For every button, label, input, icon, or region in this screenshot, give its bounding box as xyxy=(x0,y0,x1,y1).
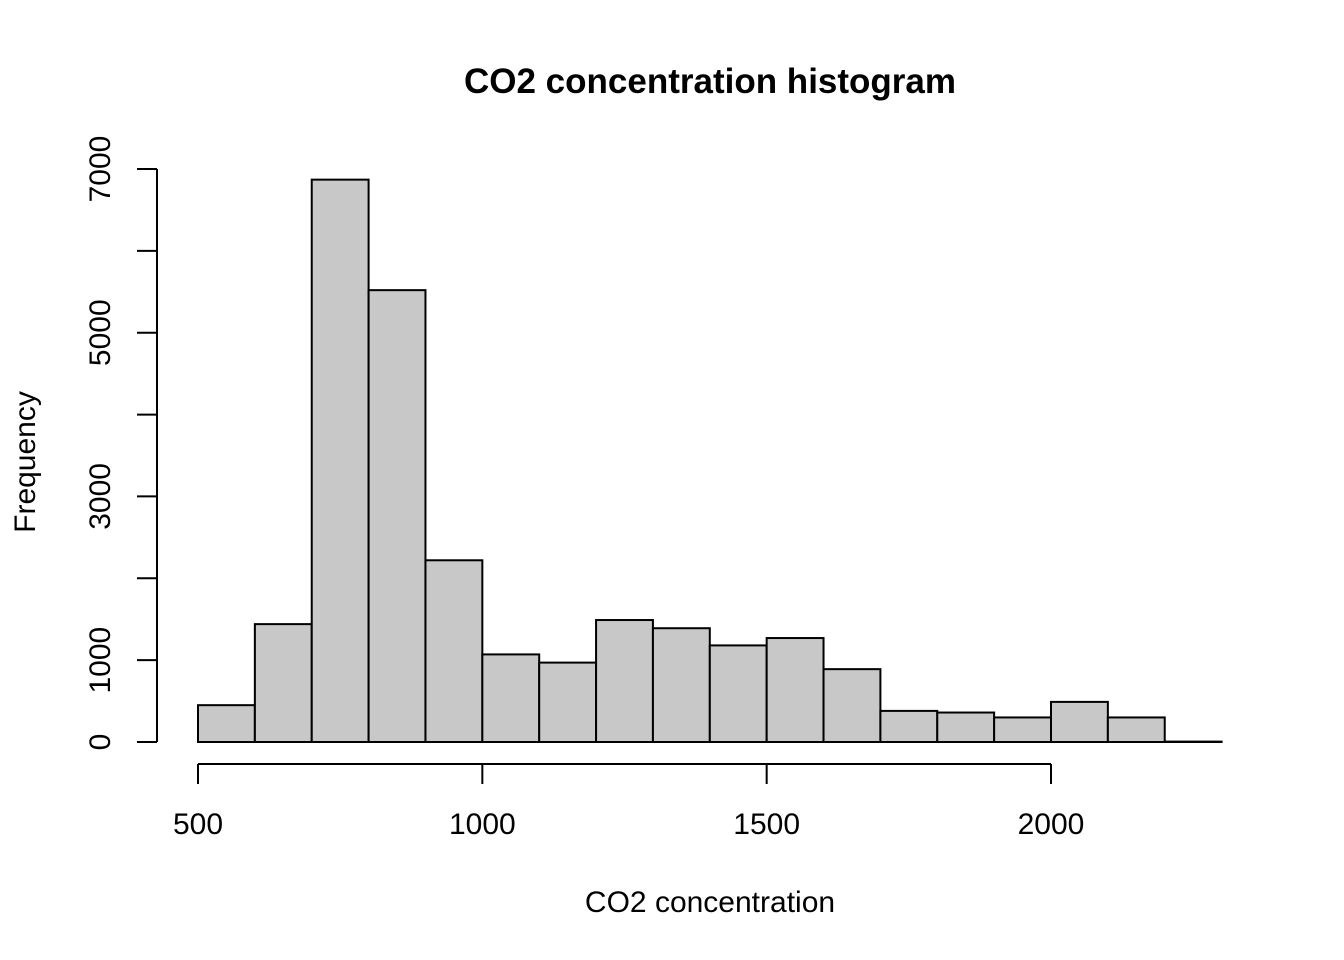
y-tick-label: 7000 xyxy=(84,136,117,203)
y-tick-label: 0 xyxy=(84,734,117,751)
histogram-bar-500-600 xyxy=(197,704,256,744)
histogram-bar-2100-2200 xyxy=(1106,716,1166,744)
histogram-bar-1000-1100 xyxy=(481,653,541,743)
y-tick-label: 3000 xyxy=(84,463,117,530)
bars-group xyxy=(197,178,1223,744)
x-axis: 500 1000 1500 2000 xyxy=(173,763,1084,841)
histogram-bar-1300-1400 xyxy=(651,627,711,743)
histogram-bar-1200-1300 xyxy=(595,619,654,743)
x-tick-label: 2000 xyxy=(1018,808,1085,841)
histogram-bar-1400-1500 xyxy=(708,644,768,743)
y-tick-label: 5000 xyxy=(84,299,117,366)
histogram-bar-1700-1800 xyxy=(879,709,939,744)
histogram-bar-900-1000 xyxy=(424,559,484,744)
y-axis-label: Frequency xyxy=(9,391,42,533)
histogram-bar-1800-1900 xyxy=(936,711,996,744)
histogram-bar-800-900 xyxy=(367,289,427,743)
x-tick-label: 500 xyxy=(173,808,223,841)
x-axis-label: CO2 concentration xyxy=(585,886,835,919)
y-ticks: 0 1000 3000 5000 7000 xyxy=(84,136,157,751)
histogram-bar-1500-1600 xyxy=(765,637,825,744)
chart-title: CO2 concentration histogram xyxy=(464,62,956,101)
histogram-bar-1900-2000 xyxy=(993,716,1053,744)
x-ticks: 500 1000 1500 2000 xyxy=(173,764,1084,841)
x-tick-label: 1000 xyxy=(449,808,516,841)
histogram-bar-1100-1200 xyxy=(538,661,598,743)
histogram-bar-2000-2100 xyxy=(1050,700,1109,744)
x-tick-label: 1500 xyxy=(733,808,800,841)
y-tick-label: 1000 xyxy=(84,627,117,694)
histogram-bar-600-700 xyxy=(253,623,313,744)
histogram-bar-700-800 xyxy=(310,178,370,744)
y-axis: 0 1000 3000 5000 7000 xyxy=(84,136,158,751)
histogram-bar-1600-1700 xyxy=(822,668,882,744)
